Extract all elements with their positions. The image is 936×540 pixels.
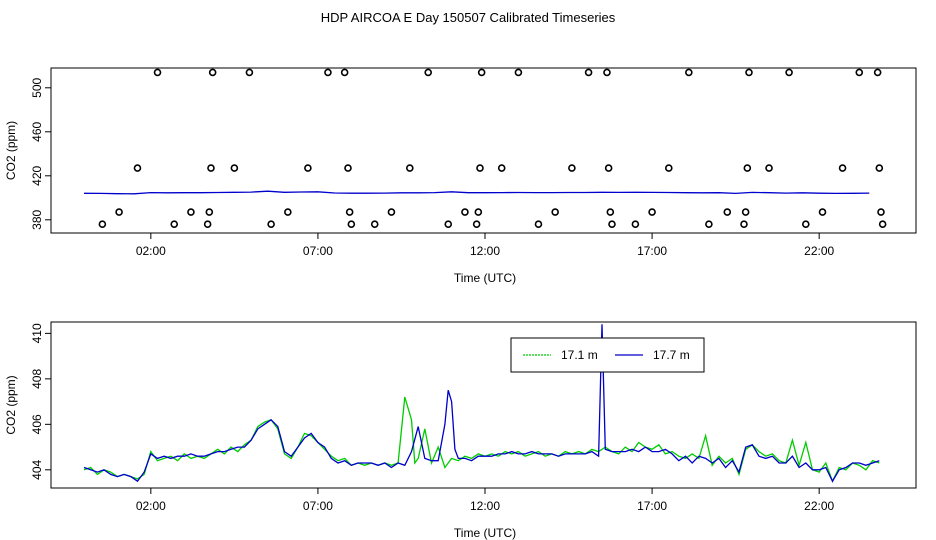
data-point — [878, 220, 887, 228]
top-y-axis-label: CO2 (ppm) — [4, 121, 18, 180]
data-point — [347, 220, 356, 228]
data-point — [631, 220, 640, 228]
bottom-y-axis-label: CO2 (ppm) — [4, 375, 18, 434]
y-tick-label: 420 — [30, 165, 44, 185]
x-tick-label: 12:00 — [470, 244, 500, 258]
data-point — [514, 68, 523, 77]
data-point — [685, 68, 693, 77]
data-point — [603, 68, 611, 77]
data-point — [741, 208, 750, 216]
plot-frame — [50, 67, 917, 234]
series-line-2 — [83, 324, 880, 483]
data-point — [133, 164, 142, 172]
bottom-panel: CO2 (ppm) Time (UTC) 02:00 07:00 12:00 17:0… — [4, 321, 917, 540]
data-point — [477, 68, 486, 77]
y-tick-label: 404 — [30, 459, 44, 479]
data-point — [245, 68, 254, 77]
data-point — [284, 208, 292, 216]
data-point — [98, 220, 107, 228]
legend-label-1: 17.1 m — [561, 348, 598, 362]
data-point — [205, 208, 214, 216]
data-point — [115, 208, 123, 216]
data-point — [664, 164, 673, 172]
x-tick-label: 07:00 — [303, 244, 333, 258]
x-tick-label: 17:00 — [637, 499, 667, 513]
data-point — [568, 164, 576, 172]
data-point — [444, 220, 453, 228]
y-tick-label: 500 — [30, 77, 44, 97]
data-point — [743, 164, 752, 172]
data-point — [818, 208, 827, 216]
data-point — [584, 68, 593, 77]
data-point — [472, 220, 481, 228]
x-tick-label: 02:00 — [136, 244, 166, 258]
y-tick-label: 408 — [30, 369, 44, 389]
bottom-x-axis-label: Time (UTC) — [454, 526, 516, 540]
data-point — [705, 220, 713, 228]
data-point — [474, 208, 483, 216]
data-point — [476, 164, 484, 172]
top-x-axis-label: Time (UTC) — [454, 271, 516, 285]
data-point — [187, 208, 195, 216]
data-point — [208, 68, 217, 77]
data-point — [740, 220, 748, 228]
data-point — [344, 164, 352, 172]
legend-box — [510, 337, 705, 373]
data-point — [461, 208, 469, 216]
data-point — [875, 164, 884, 172]
x-tick-label: 22:00 — [804, 499, 834, 513]
data-point — [745, 68, 753, 77]
data-point — [230, 164, 239, 172]
data-point — [873, 68, 882, 77]
data-point — [387, 208, 396, 216]
data-point — [838, 164, 847, 172]
data-point — [406, 164, 414, 172]
x-tick-label: 22:00 — [804, 244, 834, 258]
data-point — [207, 164, 215, 172]
data-point — [608, 220, 616, 228]
y-tick-label: 410 — [30, 323, 44, 343]
y-tick-label: 380 — [30, 209, 44, 229]
plot-frame — [50, 321, 917, 489]
x-tick-label: 02:00 — [136, 499, 166, 513]
series-line-1 — [83, 190, 870, 195]
data-point — [424, 68, 432, 77]
data-point — [340, 68, 349, 77]
y-tick-label: 406 — [30, 414, 44, 434]
figure-title: HDP AIRCOA E Day 150507 Calibrated Times… — [321, 10, 616, 25]
data-point — [723, 208, 732, 216]
data-point — [551, 208, 559, 216]
data-point — [534, 220, 543, 228]
y-tick-label: 460 — [30, 121, 44, 141]
legend-label-2: 17.7 m — [653, 348, 690, 362]
data-point — [497, 164, 506, 172]
data-point — [765, 164, 773, 172]
data-point — [648, 208, 656, 216]
data-point — [604, 164, 613, 172]
data-point — [304, 164, 312, 172]
data-point — [267, 220, 275, 228]
data-point — [170, 220, 179, 228]
legend: 17.1 m 17.7 m — [510, 337, 705, 373]
x-tick-label: 17:00 — [637, 244, 667, 258]
data-point — [606, 208, 615, 216]
data-point — [324, 68, 332, 77]
data-point — [785, 68, 793, 77]
top-panel: CO2 (ppm) Time (UTC) 02:00 07:00 12:00 17:0… — [4, 67, 917, 285]
series-line-1 — [83, 396, 880, 483]
x-tick-label: 12:00 — [470, 499, 500, 513]
x-tick-label: 07:00 — [303, 499, 333, 513]
data-point — [370, 220, 379, 228]
data-point — [203, 220, 212, 228]
data-point — [153, 68, 162, 77]
data-point — [345, 208, 354, 216]
data-point — [801, 220, 810, 228]
data-point — [877, 208, 885, 216]
data-point — [855, 68, 864, 77]
